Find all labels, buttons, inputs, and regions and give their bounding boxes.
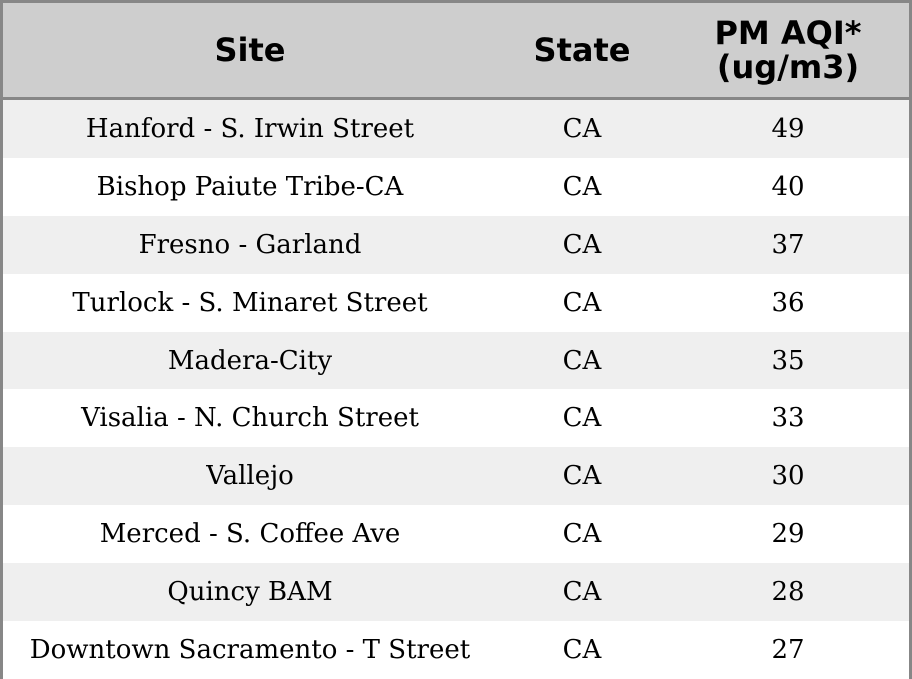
table-body: Hanford - S. Irwin Street CA 49 Bishop Paiu… <box>3 100 909 679</box>
table-row: Visalia - N. Church Street CA 33 <box>3 389 909 448</box>
cell-site: Madera-City <box>167 345 333 376</box>
table-row: Turlock - S. Minaret Street CA 36 <box>3 273 909 332</box>
table-row: Hanford - S. Irwin Street CA 49 <box>3 100 909 158</box>
header-site: Site <box>214 31 286 69</box>
table-row: Vallejo CA 30 <box>3 447 909 506</box>
table-row: Madera-City CA 35 <box>3 331 909 390</box>
cell-pm-aqi: 30 <box>771 461 805 492</box>
cell-site: Visalia - N. Church Street <box>81 403 419 434</box>
cell-state: CA <box>562 519 602 550</box>
cell-state: CA <box>562 403 602 434</box>
cell-site: Quincy BAM <box>167 577 333 608</box>
cell-pm-aqi: 37 <box>771 229 805 260</box>
cell-pm-aqi: 33 <box>771 403 805 434</box>
cell-site: Fresno - Garland <box>138 229 362 260</box>
table-header: Site State PM AQI* (ug/m3) <box>3 3 909 100</box>
cell-site: Merced - S. Coffee Ave <box>99 519 401 550</box>
table-row: Merced - S. Coffee Ave CA 29 <box>3 505 909 564</box>
cell-site: Turlock - S. Minaret Street <box>72 287 428 318</box>
cell-state: CA <box>562 345 602 376</box>
cell-state: CA <box>562 634 602 665</box>
table-row: Quincy BAM CA 28 <box>3 563 909 622</box>
cell-state: CA <box>562 171 602 202</box>
cell-state: CA <box>562 287 602 318</box>
cell-site: Downtown Sacramento - T Street <box>29 634 471 665</box>
cell-state: CA <box>562 577 602 608</box>
header-state: State <box>533 31 631 69</box>
cell-site: Vallejo <box>206 461 294 492</box>
cell-pm-aqi: 28 <box>771 577 805 608</box>
cell-pm-aqi: 40 <box>771 171 805 202</box>
cell-site: Bishop Paiute Tribe-CA <box>96 171 404 202</box>
table-row: Downtown Sacramento - T Street CA 27 <box>3 621 909 679</box>
cell-pm-aqi: 29 <box>771 519 805 550</box>
cell-state: CA <box>562 461 602 492</box>
cell-state: CA <box>562 113 602 144</box>
header-pm-aqi: PM AQI* (ug/m3) <box>714 14 862 86</box>
table-row: Fresno - Garland CA 37 <box>3 215 909 274</box>
table-row: Bishop Paiute Tribe-CA CA 40 <box>3 157 909 216</box>
cell-state: CA <box>562 229 602 260</box>
cell-pm-aqi: 35 <box>771 345 805 376</box>
cell-pm-aqi: 27 <box>771 634 805 665</box>
cell-pm-aqi: 36 <box>771 287 805 318</box>
cell-site: Hanford - S. Irwin Street <box>85 113 415 144</box>
cell-pm-aqi: 49 <box>771 113 805 144</box>
